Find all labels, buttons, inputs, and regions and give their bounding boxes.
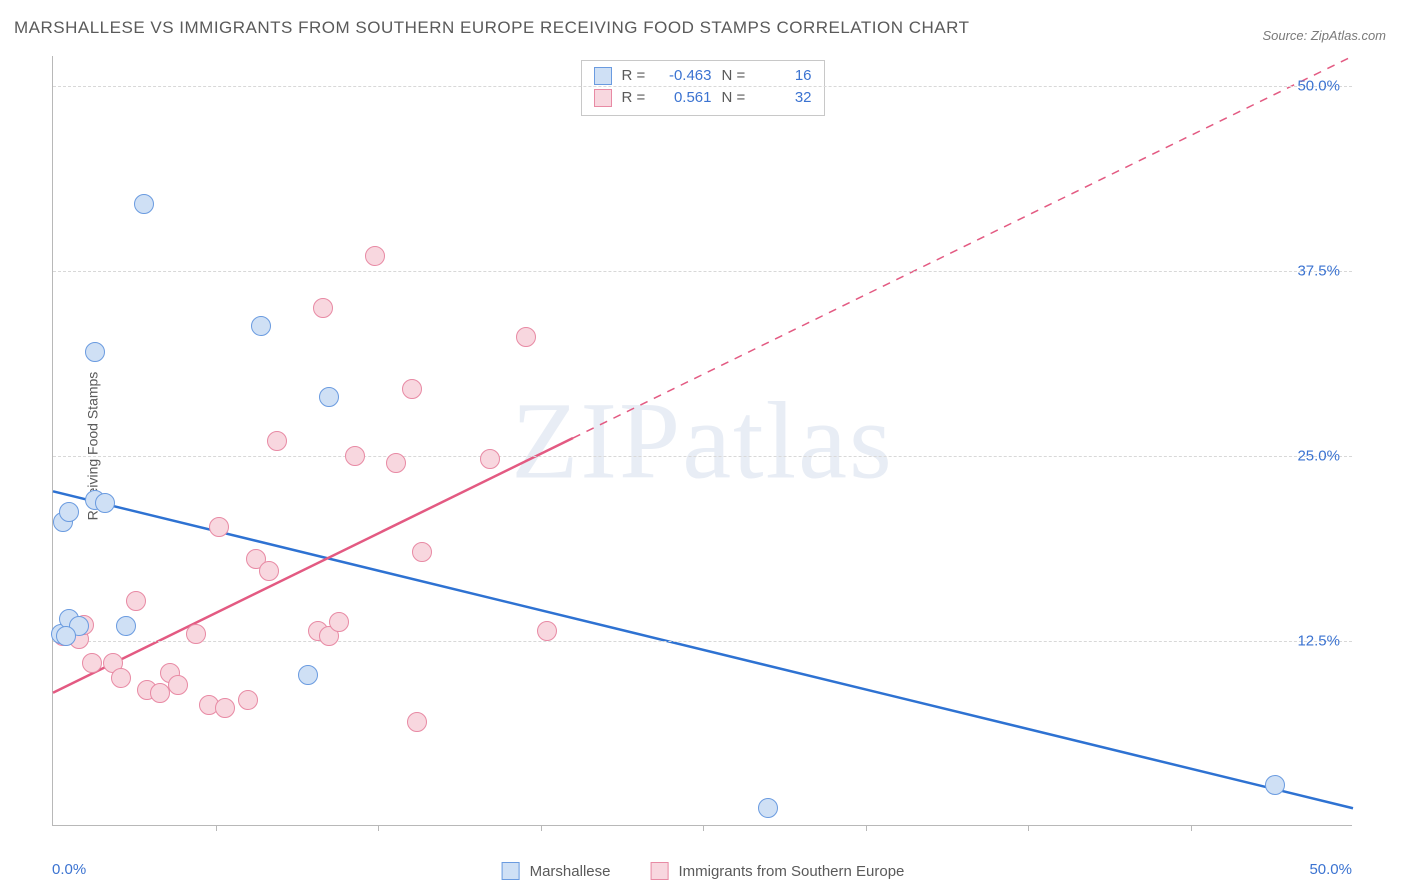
legend-n-value: 32 [760, 87, 812, 109]
scatter-point [116, 616, 136, 636]
x-tick [866, 825, 867, 831]
scatter-point [329, 612, 349, 632]
x-tick [216, 825, 217, 831]
scatter-point [402, 379, 422, 399]
y-tick-label: 12.5% [1297, 632, 1340, 649]
legend-swatch [594, 89, 612, 107]
scatter-point [298, 665, 318, 685]
x-tick [1191, 825, 1192, 831]
legend-r-value: 0.561 [660, 87, 712, 109]
legend-item: Immigrants from Southern Europe [650, 862, 904, 880]
legend-row: R = -0.463 N = 16 [594, 65, 812, 87]
scatter-point [365, 246, 385, 266]
scatter-point [480, 449, 500, 469]
x-tick [703, 825, 704, 831]
scatter-point [537, 621, 557, 641]
scatter-point [386, 453, 406, 473]
legend-n-label: N = [722, 65, 750, 87]
scatter-point [412, 542, 432, 562]
plot-area: ZIPatlas R =-0.463N =16R =0.561N =32 12.… [52, 56, 1352, 826]
scatter-point [267, 431, 287, 451]
scatter-point [345, 446, 365, 466]
x-tick [541, 825, 542, 831]
chart-title: MARSHALLESE VS IMMIGRANTS FROM SOUTHERN … [14, 18, 969, 38]
scatter-point [259, 561, 279, 581]
scatter-point [59, 502, 79, 522]
gridline [53, 271, 1352, 272]
scatter-point [85, 342, 105, 362]
scatter-point [238, 690, 258, 710]
scatter-point [56, 626, 76, 646]
scatter-point [251, 316, 271, 336]
y-tick-label: 25.0% [1297, 447, 1340, 464]
legend-row: R = 0.561 N = 32 [594, 87, 812, 109]
scatter-point [313, 298, 333, 318]
scatter-point [215, 698, 235, 718]
legend-swatch [502, 862, 520, 880]
gridline [53, 86, 1352, 87]
scatter-point [1265, 775, 1285, 795]
scatter-point [126, 591, 146, 611]
trend-line-solid [53, 491, 1353, 808]
legend-label: Marshallese [530, 863, 611, 880]
y-tick-label: 50.0% [1297, 77, 1340, 94]
scatter-point [150, 683, 170, 703]
scatter-point [134, 194, 154, 214]
source-attribution: Source: ZipAtlas.com [1262, 28, 1386, 43]
gridline [53, 456, 1352, 457]
trend-line-solid [53, 438, 573, 693]
y-tick-label: 37.5% [1297, 262, 1340, 279]
correlation-legend: R = -0.463 N = 16 R = 0.561 N = 32 [581, 60, 825, 116]
legend-r-label: R = [622, 87, 650, 109]
x-axis-min-label: 0.0% [52, 861, 86, 878]
legend-item: Marshallese [502, 862, 611, 880]
legend-n-label: N = [722, 87, 750, 109]
scatter-point [319, 387, 339, 407]
legend-n-value: 16 [760, 65, 812, 87]
scatter-point [168, 675, 188, 695]
gridline [53, 641, 1352, 642]
legend-r-label: R = [622, 65, 650, 87]
scatter-point [186, 624, 206, 644]
scatter-point [95, 493, 115, 513]
x-tick [378, 825, 379, 831]
series-legend: Marshallese Immigrants from Southern Euro… [502, 862, 905, 880]
scatter-point [516, 327, 536, 347]
legend-r-value: -0.463 [660, 65, 712, 87]
scatter-point [209, 517, 229, 537]
scatter-point [82, 653, 102, 673]
x-tick [1028, 825, 1029, 831]
legend-swatch [594, 67, 612, 85]
scatter-point [111, 668, 131, 688]
scatter-point [407, 712, 427, 732]
scatter-point [758, 798, 778, 818]
x-axis-max-label: 50.0% [1309, 861, 1352, 878]
legend-swatch [650, 862, 668, 880]
legend-label: Immigrants from Southern Europe [678, 863, 904, 880]
